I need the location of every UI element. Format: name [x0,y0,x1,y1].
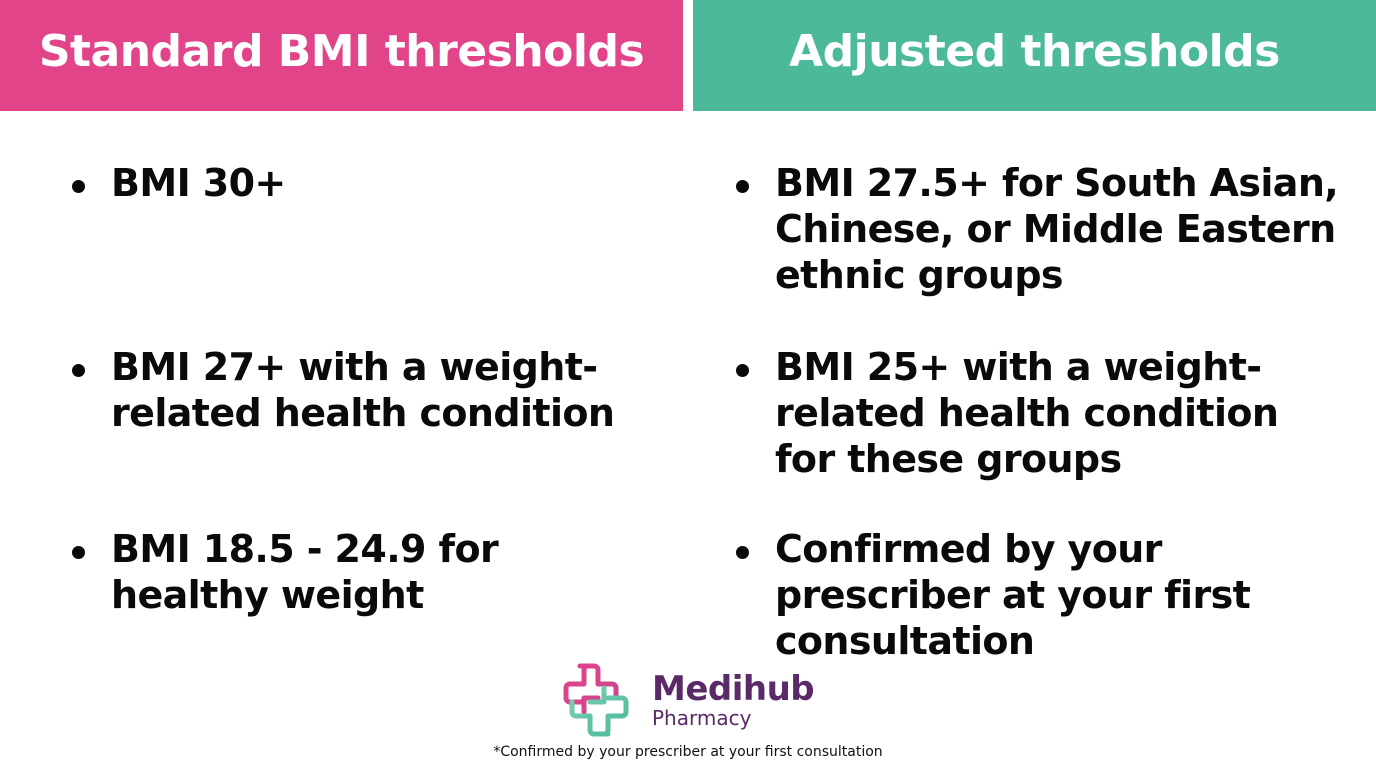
list-item: BMI 18.5 - 24.9 for healthy weight [72,526,512,618]
standard-thresholds-header: Standard BMI thresholds [0,0,683,111]
list-item-text: BMI 18.5 - 24.9 for healthy weight [111,527,499,617]
bullet-dot-icon [736,180,749,193]
standard-thresholds-title: Standard BMI thresholds [38,26,645,77]
logo-wordmark: Medihub Pharmacy [652,669,815,730]
cross-logo-icon [563,663,629,737]
list-item-text: BMI 25+ with a weight-related health con… [775,345,1279,481]
list-item-text: BMI 30+ [111,161,286,205]
list-item: BMI 25+ with a weight-related health con… [736,344,1316,482]
logo-name: Medihub [652,669,815,709]
bullet-dot-icon [736,546,749,559]
bullet-dot-icon [72,364,85,377]
list-item-text: Confirmed by your prescriber at your fir… [775,527,1251,663]
list-item-text: BMI 27.5+ for South Asian, Chinese, or M… [775,161,1339,297]
bullet-dot-icon [736,364,749,377]
list-item: BMI 27+ with a weight-related health con… [72,344,647,436]
list-item: Confirmed by your prescriber at your fir… [736,526,1276,664]
bullet-dot-icon [72,546,85,559]
logo-subtitle: Pharmacy [652,706,752,730]
list-item: BMI 30+ [72,160,692,206]
list-item: BMI 27.5+ for South Asian, Chinese, or M… [736,160,1346,298]
footnote: *Confirmed by your prescriber at your fi… [493,744,883,760]
adjusted-thresholds-title: Adjusted thresholds [789,26,1280,77]
adjusted-thresholds-header: Adjusted thresholds [693,0,1376,111]
medihub-logo: Medihub Pharmacy [558,662,815,738]
list-item-text: BMI 27+ with a weight-related health con… [111,345,615,435]
bullet-dot-icon [72,180,85,193]
